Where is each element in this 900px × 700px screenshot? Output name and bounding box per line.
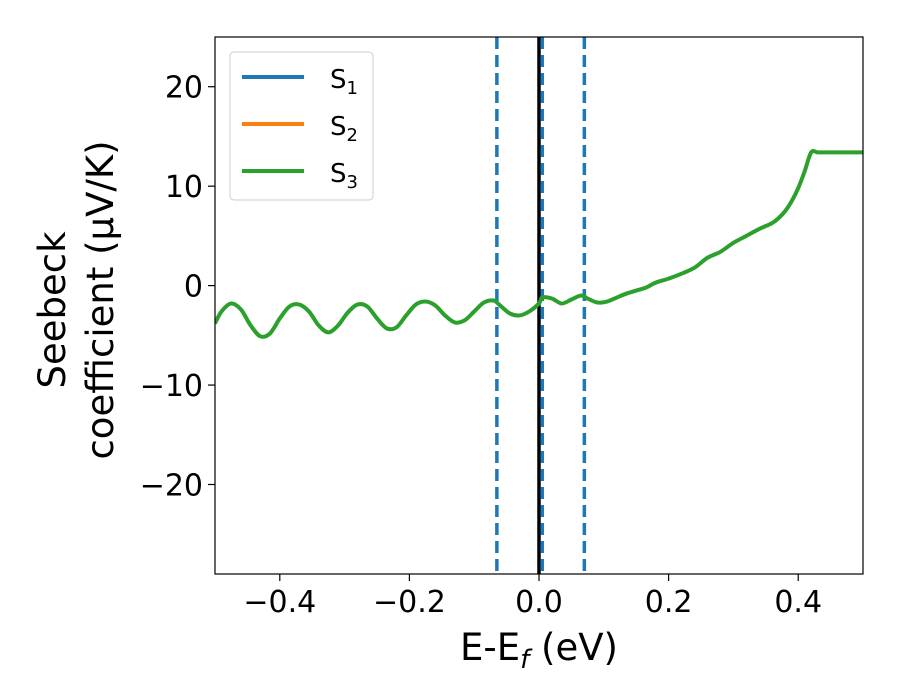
y-tick-label: 10 — [165, 170, 203, 205]
x-axis-ticks: −0.4 −0.2 0.0 0.2 0.4 — [243, 574, 822, 620]
y-axis-label-line2: coefficient (μV/K) — [79, 140, 122, 459]
x-tick-label: 0.2 — [645, 585, 693, 620]
y-tick-label: 20 — [165, 71, 203, 106]
x-axis-label: E-Ef (eV) — [460, 626, 618, 675]
legend-label-s3: S3 — [330, 159, 358, 193]
series-line-s3 — [215, 148, 863, 339]
legend: S1 S2 S3 — [229, 51, 374, 201]
legend-label-s1: S1 — [330, 65, 358, 99]
y-axis-label-line1: Seebeck — [31, 231, 74, 389]
y-tick-label: −20 — [140, 469, 203, 504]
y-tick-label: 0 — [184, 270, 203, 305]
x-tick-label: −0.4 — [243, 585, 316, 620]
legend-label-s2: S2 — [330, 112, 358, 146]
series-lines — [215, 148, 863, 339]
y-tick-label: −10 — [140, 369, 203, 404]
x-tick-label: 0.0 — [515, 585, 563, 620]
y-axis-ticks: −20 −10 0 10 20 — [140, 71, 215, 504]
x-tick-label: 0.4 — [774, 585, 822, 620]
x-tick-label: −0.2 — [373, 585, 446, 620]
